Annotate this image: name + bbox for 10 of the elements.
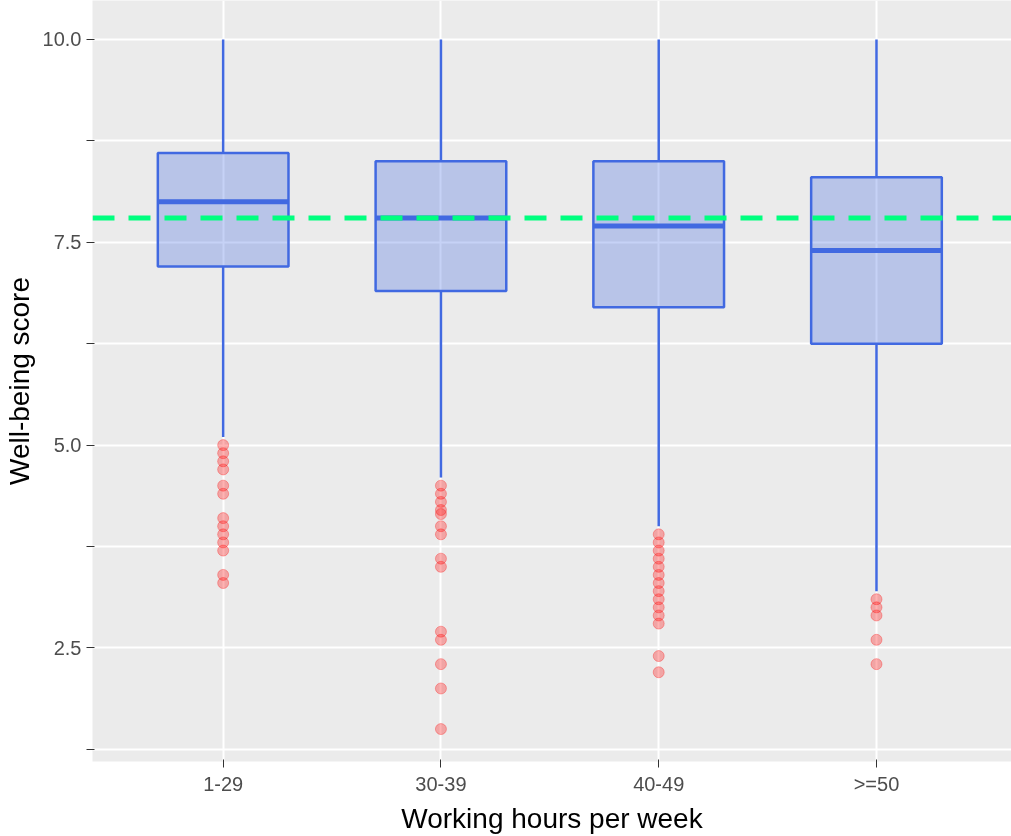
y-tick-label: 7.5 xyxy=(53,231,82,254)
y-tick-label: 10.0 xyxy=(42,28,82,51)
x-tick-label: 1-29 xyxy=(203,772,244,795)
y-tick-label: 5.0 xyxy=(53,434,82,457)
x-tick-label: >=50 xyxy=(853,772,900,795)
x-tick-label: 40-49 xyxy=(633,772,685,795)
x-axis-title: Working hours per week xyxy=(401,802,704,834)
y-axis-title: Well-being score xyxy=(3,276,35,486)
x-tick-label: 30-39 xyxy=(415,772,467,795)
y-tick-label: 2.5 xyxy=(53,636,82,659)
